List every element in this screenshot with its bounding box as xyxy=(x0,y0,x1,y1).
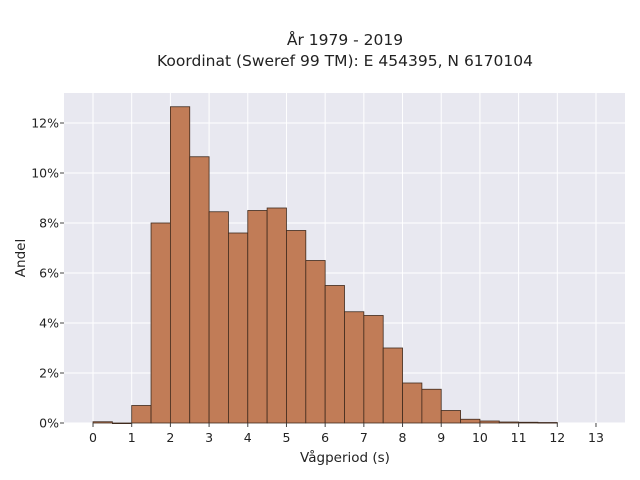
histogram-bar xyxy=(382,347,403,424)
histogram-bar xyxy=(537,422,558,424)
x-tick-label: 8 xyxy=(399,430,407,445)
histogram-bar xyxy=(479,420,500,424)
histogram-bar xyxy=(460,418,481,424)
histogram-bar xyxy=(131,405,152,424)
x-tick-label: 0 xyxy=(89,430,97,445)
histogram-bar xyxy=(518,421,539,424)
histogram-bar xyxy=(286,230,307,424)
x-tick-label: 4 xyxy=(244,430,252,445)
x-tick-label: 1 xyxy=(128,430,136,445)
y-tick-label: 12% xyxy=(31,116,59,131)
histogram-bar xyxy=(189,156,210,424)
x-axis-label: Vågperiod (s) xyxy=(300,449,390,466)
histogram-bar xyxy=(305,260,326,424)
histogram-bar xyxy=(92,421,113,424)
x-tick-label: 6 xyxy=(321,430,329,445)
x-tick-label: 12 xyxy=(549,430,565,445)
histogram-bar xyxy=(498,421,520,424)
y-tick-labels: 0% 2% 4% 6% 8% 10% 12% xyxy=(31,116,64,431)
histogram-bar xyxy=(169,106,191,424)
y-tick-label: 4% xyxy=(39,316,59,331)
y-tick-label: 8% xyxy=(39,216,59,231)
y-tick-label: 0% xyxy=(39,416,59,431)
histogram-bar xyxy=(421,388,442,424)
y-tick-label: 2% xyxy=(39,366,59,381)
histogram-bar xyxy=(363,315,384,424)
histogram-bar xyxy=(324,285,345,424)
histogram-bar xyxy=(247,210,268,424)
histogram-bar xyxy=(266,207,287,424)
x-tick-label: 3 xyxy=(205,430,213,445)
x-tick-labels: 0 1 2 3 4 5 6 7 8 9 10 11 12 13 xyxy=(89,423,604,445)
x-tick-label: 10 xyxy=(472,430,488,445)
x-tick-label: 7 xyxy=(360,430,368,445)
y-tick-label: 6% xyxy=(39,266,59,281)
histogram-bar xyxy=(208,211,229,424)
chart-title: År 1979 - 2019 xyxy=(287,30,403,49)
y-axis-label: Andel xyxy=(13,239,29,277)
histogram-bar xyxy=(111,422,133,425)
x-tick-label: 2 xyxy=(166,430,174,445)
histogram-bar xyxy=(402,382,423,424)
x-tick-label: 5 xyxy=(282,430,290,445)
x-tick-label: 11 xyxy=(511,430,527,445)
x-tick-label: 13 xyxy=(588,430,604,445)
histogram-bar xyxy=(344,311,365,424)
y-tick-label: 10% xyxy=(31,166,59,181)
histogram-bar xyxy=(150,222,171,424)
x-tick-label: 9 xyxy=(437,430,445,445)
histogram-bar xyxy=(228,232,249,424)
histogram-bar xyxy=(440,410,461,424)
chart-subtitle: Koordinat (Sweref 99 TM): E 454395, N 61… xyxy=(157,52,533,70)
bars xyxy=(92,106,558,425)
